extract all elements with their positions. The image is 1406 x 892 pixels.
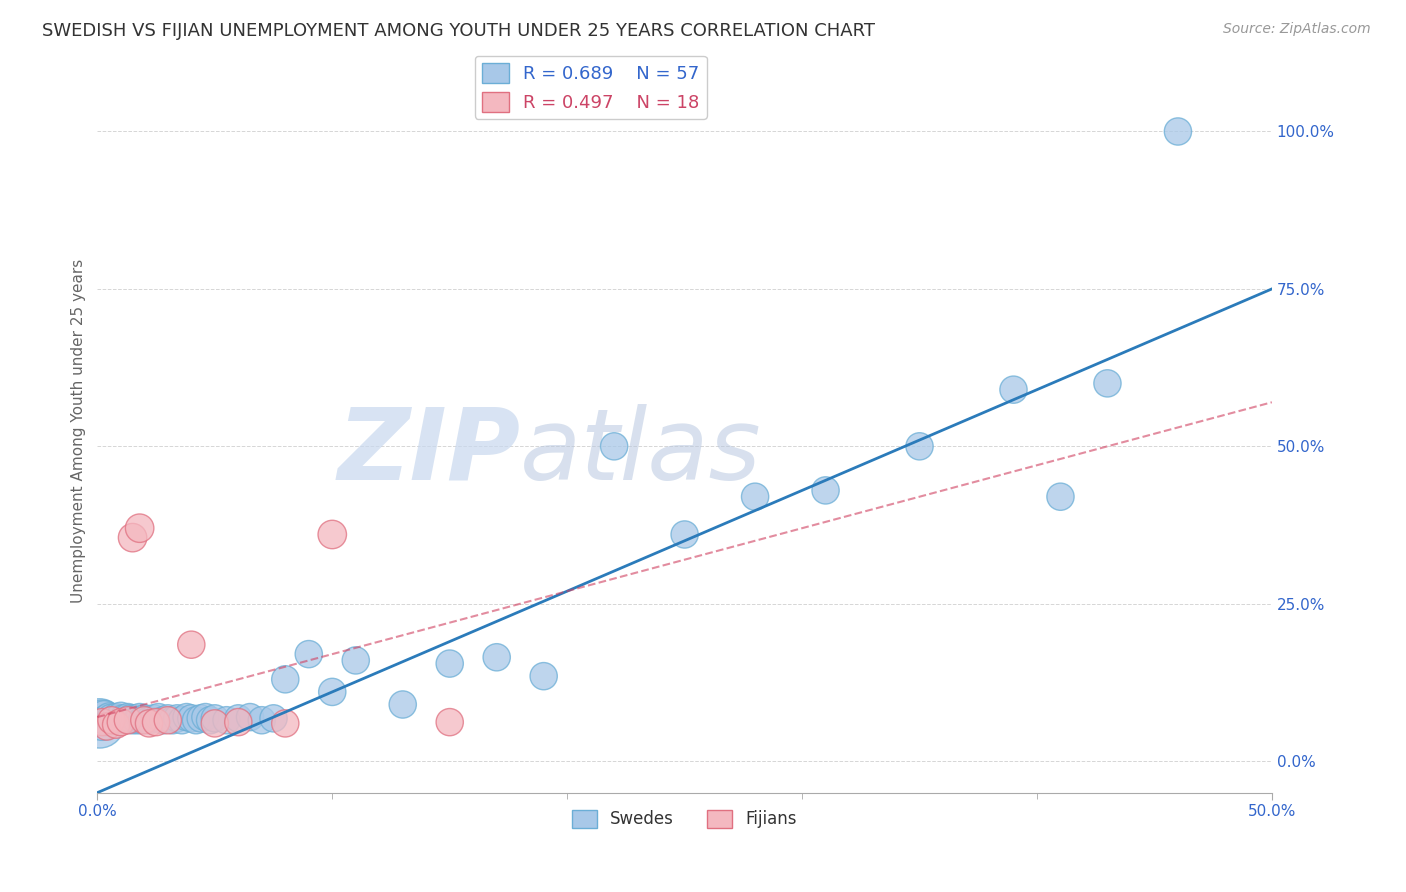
Point <box>204 711 226 725</box>
Point <box>145 715 167 730</box>
Point <box>121 713 143 727</box>
Point <box>134 711 156 725</box>
Point <box>93 710 115 724</box>
Point <box>156 711 179 725</box>
Point <box>100 711 122 725</box>
Point <box>204 716 226 731</box>
Point <box>117 713 139 727</box>
Point <box>215 713 238 727</box>
Point <box>91 713 114 727</box>
Point <box>110 715 132 730</box>
Point <box>1002 383 1025 397</box>
Point <box>439 715 461 730</box>
Point <box>110 709 132 723</box>
Point <box>156 713 179 727</box>
Point <box>274 673 297 687</box>
Point <box>121 531 143 545</box>
Point <box>120 711 142 725</box>
Point <box>274 716 297 731</box>
Point <box>194 710 217 724</box>
Point <box>117 710 139 724</box>
Text: SWEDISH VS FIJIAN UNEMPLOYMENT AMONG YOUTH UNDER 25 YEARS CORRELATION CHART: SWEDISH VS FIJIAN UNEMPLOYMENT AMONG YOU… <box>42 22 875 40</box>
Point <box>814 483 837 498</box>
Point <box>162 713 184 727</box>
Point <box>105 710 128 724</box>
Y-axis label: Unemployment Among Youth under 25 years: Unemployment Among Youth under 25 years <box>72 259 86 603</box>
Point <box>134 713 156 727</box>
Point <box>89 716 111 731</box>
Point <box>138 716 160 731</box>
Point <box>124 711 146 725</box>
Text: ZIP: ZIP <box>337 404 520 500</box>
Point <box>239 710 262 724</box>
Point <box>321 527 343 541</box>
Point <box>127 713 149 727</box>
Point <box>391 698 413 712</box>
Point <box>170 713 193 727</box>
Point <box>100 713 122 727</box>
Point <box>91 715 114 730</box>
Point <box>673 527 696 541</box>
Point <box>226 715 249 730</box>
Point <box>152 713 174 727</box>
Point <box>114 713 136 727</box>
Point <box>131 713 153 727</box>
Point <box>344 653 367 667</box>
Point <box>96 720 118 734</box>
Point <box>98 710 121 724</box>
Point <box>96 713 118 727</box>
Point <box>176 710 198 724</box>
Point <box>105 717 128 731</box>
Point <box>908 439 931 453</box>
Point <box>184 713 207 727</box>
Point <box>1167 124 1189 138</box>
Point <box>190 711 212 725</box>
Point <box>138 713 160 727</box>
Point <box>128 521 150 535</box>
Point <box>112 711 135 725</box>
Legend: Swedes, Fijians: Swedes, Fijians <box>565 803 804 835</box>
Point <box>166 711 188 725</box>
Point <box>148 710 170 724</box>
Point <box>263 711 285 725</box>
Point <box>180 638 202 652</box>
Text: Source: ZipAtlas.com: Source: ZipAtlas.com <box>1223 22 1371 37</box>
Point <box>103 713 125 727</box>
Point <box>128 710 150 724</box>
Point <box>485 650 508 665</box>
Point <box>439 657 461 671</box>
Point <box>198 713 221 727</box>
Point <box>1097 376 1119 391</box>
Point <box>250 713 273 727</box>
Point <box>603 439 626 453</box>
Point <box>744 490 766 504</box>
Point <box>226 711 249 725</box>
Point <box>298 647 321 661</box>
Point <box>533 669 555 683</box>
Point <box>180 711 202 725</box>
Point <box>107 711 129 725</box>
Point <box>1049 490 1071 504</box>
Point <box>321 685 343 699</box>
Text: atlas: atlas <box>520 404 762 500</box>
Point <box>142 711 165 725</box>
